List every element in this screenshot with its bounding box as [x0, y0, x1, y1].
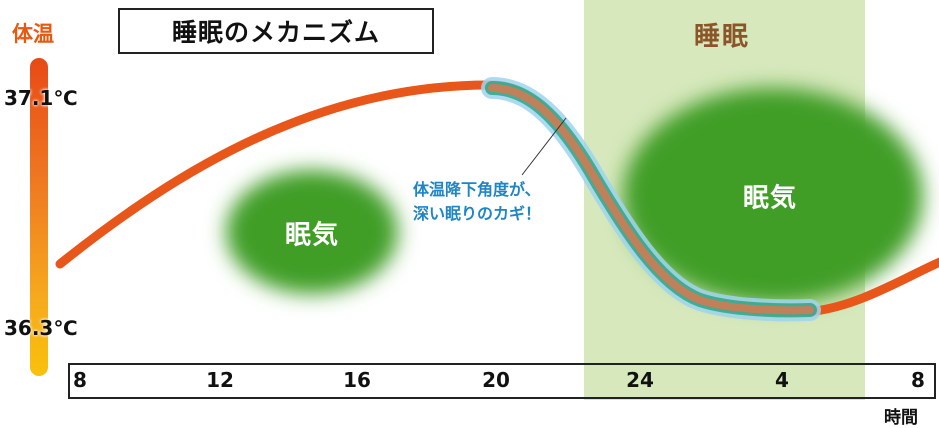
time-tick: 8	[911, 368, 925, 392]
page-title: 睡眠のメカニズム	[118, 8, 434, 54]
sleep-label: 睡眠	[694, 22, 751, 52]
time-tick: 4	[775, 368, 789, 392]
time-tick: 12	[206, 368, 234, 392]
time-axis-bar	[68, 363, 936, 399]
sleepy-blob-day	[226, 170, 398, 294]
temp-high-label: 37.1℃	[4, 86, 78, 110]
callout-line-1: 体温降下角度が、	[413, 180, 541, 199]
sleepy-blob-night	[623, 88, 923, 304]
temperature-label: 体温	[12, 22, 54, 46]
sleepy-label-night: 眠気	[742, 183, 798, 214]
time-tick: 16	[343, 368, 371, 392]
callout-line-2: 深い眠りのカギ！	[413, 204, 542, 223]
time-tick: 20	[482, 368, 510, 392]
temperature-curve-drop-segment	[488, 84, 814, 315]
temp-low-label: 36.3℃	[4, 316, 78, 340]
time-axis-label: 時間	[884, 408, 918, 428]
time-tick: 24	[626, 368, 654, 392]
callout-text: 体温降下角度が、 深い眠りのカギ！	[413, 178, 541, 226]
thermometer-bar	[30, 58, 48, 376]
callout-leader-line	[521, 117, 567, 176]
sleepy-label-day: 眠気	[284, 220, 340, 251]
time-tick: 8	[73, 368, 87, 392]
